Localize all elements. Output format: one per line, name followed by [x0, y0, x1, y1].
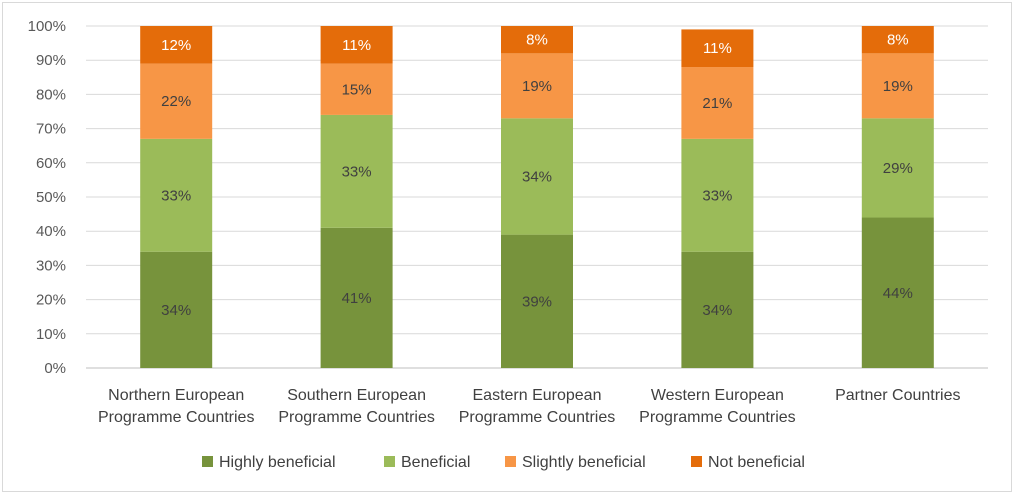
data-label: 8% — [526, 32, 548, 49]
data-label: 11% — [703, 40, 732, 57]
data-label: 11% — [342, 37, 371, 54]
data-label: 34% — [522, 168, 552, 185]
x-tick-label: Programme Countries — [459, 409, 616, 426]
legend: Highly beneficial Beneficial Slightly bene… — [202, 454, 805, 471]
data-label: 39% — [522, 293, 552, 310]
x-tick-label: Western European — [651, 387, 784, 404]
y-axis: 0% 10% 20% 30% 40% 50% 60% 70% 80% 90% 100% — [28, 18, 66, 377]
bar-segment-not-beneficial — [320, 26, 393, 64]
bar-segment-slightly-beneficial — [320, 63, 393, 115]
data-label: 19% — [883, 78, 913, 95]
y-tick-label: 20% — [36, 292, 66, 309]
data-label: 19% — [522, 78, 552, 95]
y-tick-label: 90% — [36, 52, 66, 69]
data-label: 33% — [702, 187, 732, 204]
bar-segment-not-beneficial — [140, 26, 213, 64]
y-tick-label: 10% — [36, 326, 66, 343]
x-tick-label: Programme Countries — [98, 409, 255, 426]
bar-segment-highly-beneficial — [681, 251, 754, 368]
data-label: 12% — [161, 37, 191, 54]
x-tick-label: Programme Countries — [639, 409, 796, 426]
legend-label: Highly beneficial — [219, 454, 336, 471]
x-tick-label: Southern European — [287, 387, 426, 404]
y-tick-label: 30% — [36, 257, 66, 274]
y-tick-label: 60% — [36, 155, 66, 172]
bar-segment-beneficial — [140, 138, 213, 252]
bar-segment-beneficial — [861, 118, 934, 218]
bar-segment-highly-beneficial — [501, 234, 573, 368]
legend-swatch — [384, 456, 395, 467]
legend-swatch — [202, 456, 213, 467]
bar-segment-beneficial — [501, 118, 573, 235]
bar-segment-slightly-beneficial — [501, 53, 573, 119]
data-label: 29% — [883, 160, 913, 177]
data-label: 44% — [883, 285, 913, 302]
data-label: 33% — [342, 163, 372, 180]
legend-swatch — [505, 456, 516, 467]
y-tick-label: 70% — [36, 121, 66, 138]
bar-segment-not-beneficial — [861, 26, 934, 54]
data-label: 41% — [342, 290, 372, 307]
x-axis: Northern European Programme Countries Sout… — [98, 387, 961, 426]
bar-segment-slightly-beneficial — [681, 67, 754, 139]
bars: 34% 33% 22% 12% 41% 33% 15% 11% 39% 34% 19% 8% 34% 33… — [140, 26, 934, 368]
data-label: 34% — [161, 302, 191, 319]
bar-segment-beneficial — [681, 138, 754, 252]
y-tick-label: 80% — [36, 86, 66, 103]
bar-segment-highly-beneficial — [140, 251, 213, 368]
x-tick-label: Partner Countries — [835, 387, 960, 404]
x-tick-label: Eastern European — [473, 387, 602, 404]
data-label: 21% — [702, 95, 732, 112]
bar-segment-not-beneficial — [681, 29, 754, 68]
bar-segment-highly-beneficial — [320, 227, 393, 368]
legend-swatch — [691, 456, 702, 467]
data-label: 34% — [702, 302, 732, 319]
data-label: 22% — [161, 93, 191, 110]
legend-label: Not beneficial — [708, 454, 805, 471]
bar-segment-not-beneficial — [501, 26, 573, 54]
x-tick-label: Programme Countries — [278, 409, 435, 426]
x-tick-label: Northern European — [108, 387, 244, 404]
y-tick-label: 40% — [36, 223, 66, 240]
bar-segment-slightly-beneficial — [861, 53, 934, 119]
legend-label: Beneficial — [401, 454, 470, 471]
bar-segment-highly-beneficial — [861, 217, 934, 368]
legend-label: Slightly beneficial — [522, 454, 646, 471]
data-label: 33% — [161, 187, 191, 204]
data-label: 8% — [887, 32, 909, 49]
y-tick-label: 100% — [28, 18, 66, 35]
y-tick-label: 50% — [36, 189, 66, 206]
bar-segment-slightly-beneficial — [140, 63, 213, 139]
y-tick-label: 0% — [44, 360, 66, 377]
data-label: 15% — [342, 81, 372, 98]
bar-segment-beneficial — [320, 114, 393, 228]
